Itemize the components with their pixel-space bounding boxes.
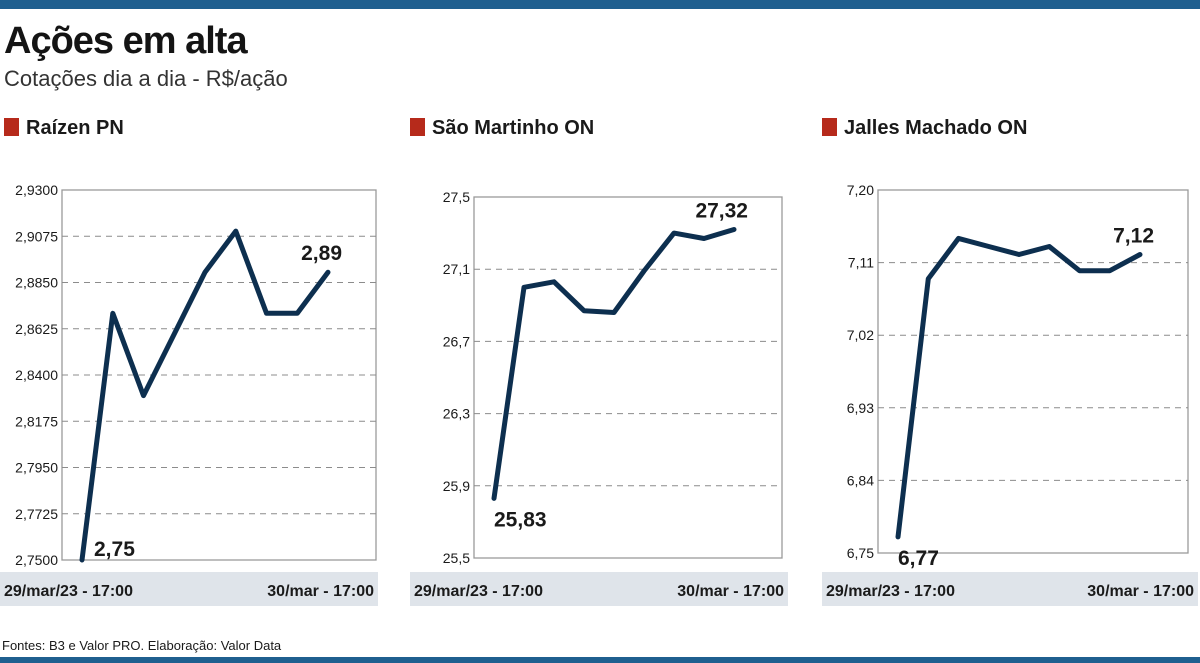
data-point [702,237,706,241]
x-tick-label: 30/mar - 17:00 [1087,583,1194,600]
y-tick-label: 7,20 [847,182,874,198]
y-tick-label: 2,9075 [15,228,58,244]
plot-frame [877,189,1189,554]
y-tick-label: 6,75 [847,545,874,561]
last-value-label: 2,89 [301,242,342,265]
source-note: Fontes: B3 e Valor PRO. Elaboração: Valo… [2,638,282,653]
y-tick-label: 26,7 [443,333,470,349]
y-tick-label: 2,7725 [15,506,58,522]
panel-title-raizen: Raízen PN [4,116,124,140]
x-axis-band [0,572,378,606]
chart-sao-martinho: 27,5 27,1 26,7 26,3 25,9 25,5 29/mar/23 - 17:0… [410,189,788,606]
y-tick-label: 25,5 [443,550,470,566]
last-value-label: 27,32 [695,199,748,222]
y-tick-label: 2,7500 [15,552,58,568]
x-tick-label: 29/mar/23 - 17:00 [4,583,133,600]
chart-jalles-machado: 7,20 7,11 7,02 6,93 6,84 6,75 29/mar/23 - 17:0… [822,182,1198,606]
data-point [957,236,960,240]
data-point [612,311,616,315]
x-tick-label: 30/mar - 17:00 [267,583,374,600]
data-point [80,558,84,562]
y-tick-label: 6,93 [847,400,874,416]
data-point [732,227,736,231]
data-point [142,394,145,398]
first-value-label: 2,75 [94,538,135,561]
data-point [1138,253,1142,257]
data-point [492,496,496,500]
last-value-label: 7,12 [1113,225,1154,248]
data-point [111,311,115,315]
first-value-label: 6,77 [898,547,939,570]
panel-title-text: Jalles Machado ON [844,117,1028,139]
data-point [203,270,207,274]
x-axis-band [410,572,788,606]
bottom-rule [0,657,1200,663]
x-tick-label: 29/mar/23 - 17:00 [826,583,955,600]
y-tick-label: 7,02 [847,327,874,343]
series-line [895,235,1143,540]
y-tick-label: 27,5 [443,189,470,205]
data-point [552,280,556,284]
red-square-marker [410,118,425,136]
data-point [1108,269,1112,273]
y-tick-label: 2,7950 [15,460,58,476]
y-tick-label: 27,1 [443,261,470,277]
data-point [295,311,299,315]
data-point [926,277,930,281]
data-point [326,270,330,274]
red-square-marker [822,118,837,136]
y-tick-label: 6,84 [847,472,874,488]
y-tick-label: 2,8625 [15,321,58,337]
page-subtitle: Cotações dia a dia - R$/ação [4,66,288,91]
panel-title-sao-martinho: São Martinho ON [410,116,594,140]
y-tick-label: 2,8850 [15,275,58,291]
data-point [672,231,676,235]
plot-frame [473,196,783,559]
x-axis-band [822,572,1198,606]
data-point [987,244,991,248]
data-point [1078,269,1081,273]
y-tick-label: 26,3 [443,406,470,422]
data-point [642,269,646,273]
first-value-label: 25,83 [494,508,547,531]
y-tick-label: 25,9 [443,478,470,494]
data-point [265,311,268,315]
page-title: Ações em alta [4,20,248,62]
data-point [172,332,176,336]
panel-title-text: Raízen PN [26,117,124,139]
y-tick-label: 2,9300 [15,182,58,198]
red-square-marker [4,118,19,136]
x-tick-label: 30/mar - 17:00 [677,583,784,600]
data-point [522,285,526,289]
data-point [896,535,900,539]
panel-title-text: São Martinho ON [432,117,595,139]
y-tick-label: 2,8400 [15,367,58,383]
data-point [1017,253,1021,257]
panel-title-jalles: Jalles Machado ON [822,116,1027,140]
data-point [1047,244,1051,248]
top-rule [0,0,1200,9]
x-tick-label: 29/mar/23 - 17:00 [414,583,543,600]
y-tick-label: 2,8175 [15,413,58,429]
y-tick-label: 7,11 [848,255,874,271]
data-point [582,309,586,313]
data-point [234,229,238,233]
chart-raizen: 2,9300 2,9075 2,8850 2,8625 2,8400 2,8175 2,79… [0,182,378,606]
